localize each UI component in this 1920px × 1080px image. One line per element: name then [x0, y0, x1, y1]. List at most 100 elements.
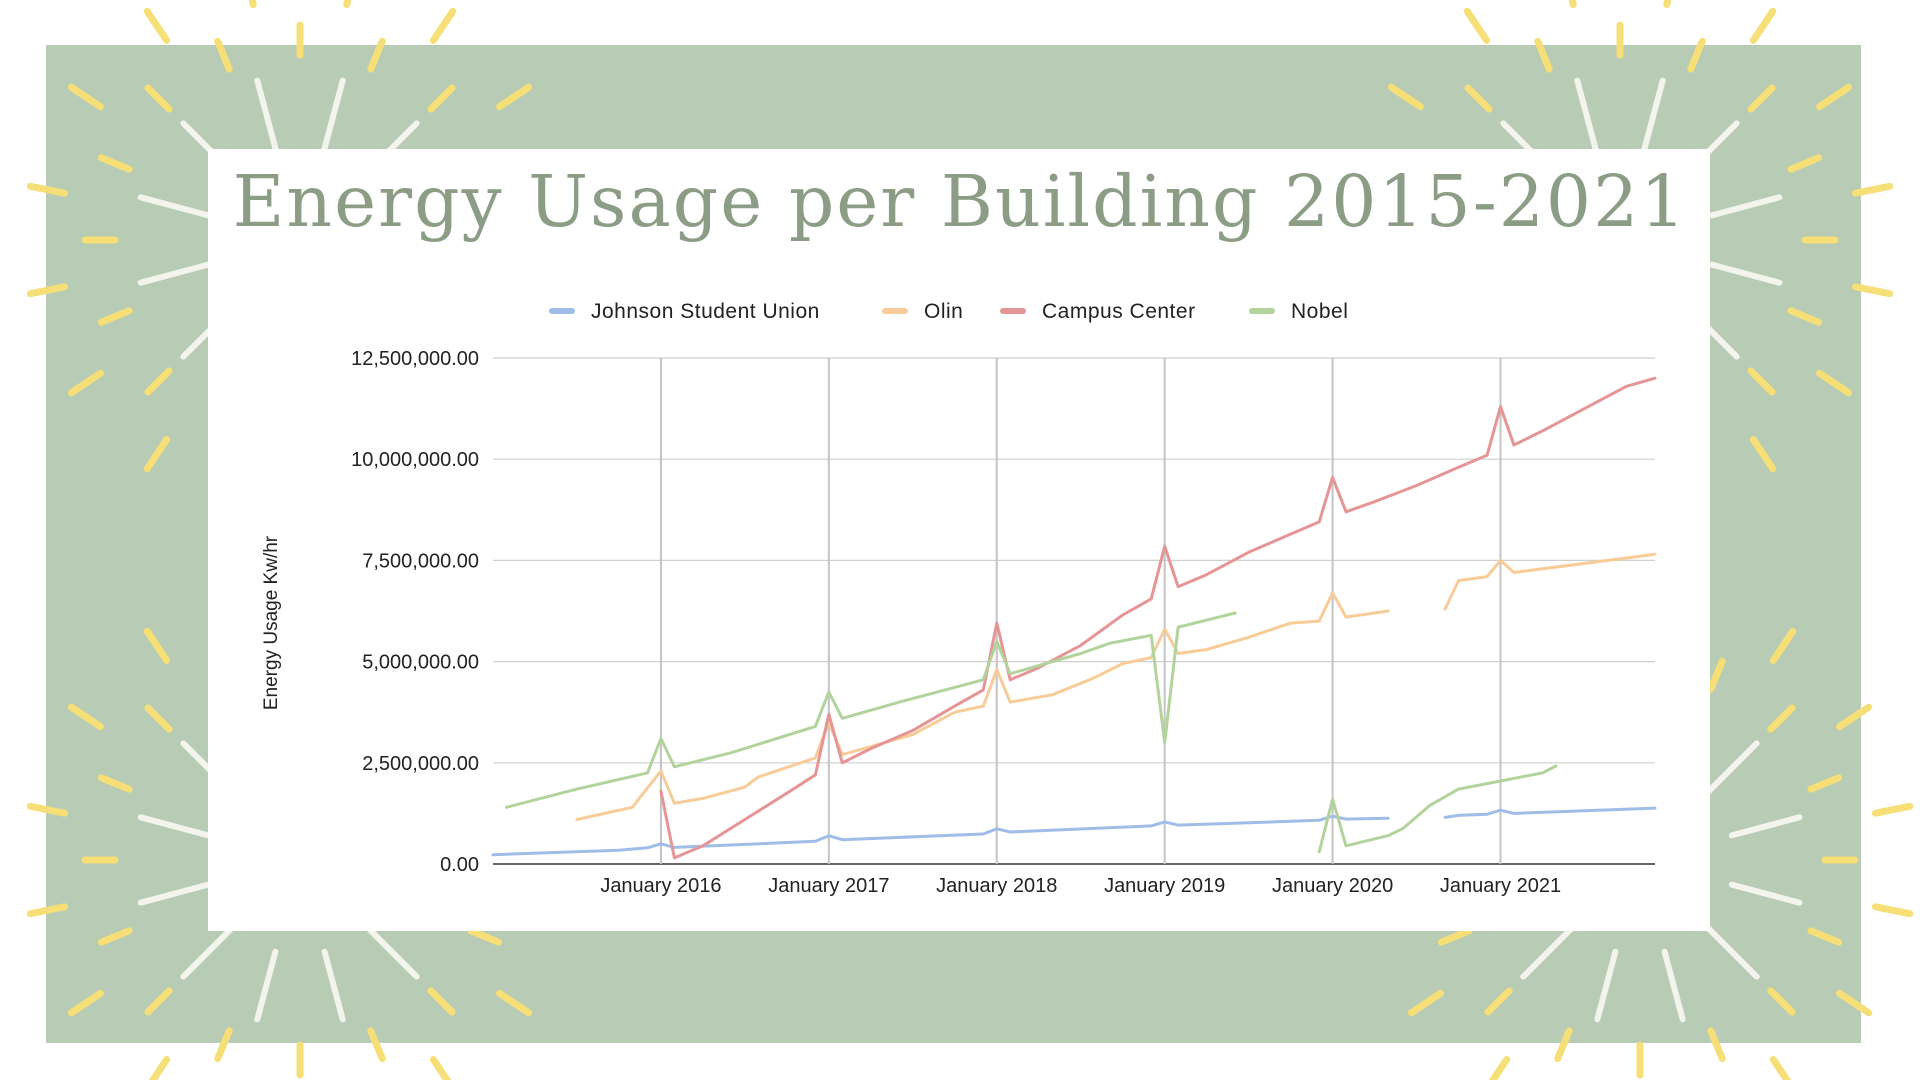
- decor-ray: [26, 283, 69, 298]
- decor-ray: [1534, 37, 1553, 73]
- decor-ray: [1836, 703, 1873, 731]
- decor-ray: [144, 987, 173, 1016]
- y-tick-label: 10,000,000.00: [351, 449, 479, 471]
- series-campus-center: [659, 376, 1657, 860]
- decor-ray: [144, 84, 173, 113]
- decor-ray: [427, 84, 456, 113]
- decor-ray: [1816, 369, 1853, 397]
- decor-ray: [1728, 814, 1803, 839]
- series-line: [1317, 764, 1558, 854]
- decor-ray: [144, 367, 173, 396]
- decor-ray: [1708, 194, 1783, 219]
- decor-ray: [137, 194, 212, 219]
- x-tick-label: January 2016: [600, 875, 721, 897]
- decor-ray: [1704, 740, 1760, 796]
- decor-ray: [1816, 83, 1853, 111]
- decor-ray: [467, 927, 503, 946]
- decor-ray: [143, 627, 171, 664]
- decor-ray: [1871, 802, 1914, 817]
- decor-ray: [1641, 77, 1666, 152]
- decor-ray: [1767, 987, 1796, 1016]
- decor-ray: [254, 77, 279, 152]
- chart-series: [491, 376, 1657, 860]
- decor-ray: [1851, 182, 1894, 197]
- y-tick-label: 7,500,000.00: [362, 550, 479, 572]
- decor-ray: [143, 7, 171, 44]
- decor-ray: [1749, 7, 1777, 44]
- legend-label: Johnson Student Union: [591, 300, 820, 323]
- decor-ray: [496, 989, 533, 1017]
- decor-ray: [321, 77, 346, 152]
- decor-ray: [1463, 7, 1491, 44]
- decor-ray: [137, 261, 212, 286]
- decor-ray: [1747, 367, 1776, 396]
- decor-ray: [1484, 987, 1513, 1016]
- x-tick-label: January 2017: [768, 875, 889, 897]
- decor-ray: [1871, 903, 1914, 918]
- series-line: [1443, 552, 1657, 611]
- x-tick-label: January 2018: [936, 875, 1057, 897]
- decor-ray: [1787, 307, 1823, 326]
- decor-ray: [1687, 37, 1706, 73]
- decor-ray: [214, 37, 233, 73]
- chart-legend: Johnson Student Union Olin Campus Center No…: [549, 300, 1348, 323]
- decor-ray: [1594, 948, 1619, 1023]
- decor-ray: [367, 37, 386, 73]
- y-tick-label: 5,000,000.00: [362, 652, 479, 674]
- series-olin: [575, 552, 1657, 821]
- series-line: [1443, 806, 1657, 819]
- decor-ray: [367, 1027, 386, 1063]
- legend-label: Campus Center: [1042, 300, 1196, 323]
- decor-ray: [1769, 627, 1797, 664]
- decor-ray: [67, 703, 104, 731]
- decor-ray: [1728, 881, 1803, 906]
- y-axis-label: Energy Usage Kw/hr: [261, 535, 282, 710]
- decor-ray: [1704, 924, 1760, 980]
- legend-item: Olin: [882, 300, 963, 323]
- decor-ray: [67, 369, 104, 397]
- decor-ray: [1787, 154, 1823, 173]
- legend-label: Olin: [924, 300, 963, 323]
- decor-ray: [137, 814, 212, 839]
- decor-ray: [26, 182, 69, 197]
- decor-ray: [1661, 948, 1686, 1023]
- decor-ray: [1574, 77, 1599, 152]
- decor-ray: [496, 83, 533, 111]
- decor-ray: [143, 436, 171, 473]
- series-nobel: [504, 611, 1558, 854]
- decor-ray: [97, 154, 133, 173]
- chart-axes: Energy Usage Kw/hr: [261, 535, 282, 710]
- decor-ray: [1554, 1027, 1573, 1063]
- decor-ray: [427, 987, 456, 1016]
- decor-ray: [144, 704, 173, 733]
- series-line: [504, 611, 1237, 809]
- decor-ray: [97, 927, 133, 946]
- decor-ray: [137, 881, 212, 906]
- chart-grid: 0.00 2,500,000.00 5,000,000.00 7,500,000.00…: [351, 348, 1655, 897]
- decor-ray: [429, 7, 457, 44]
- chart-card: [208, 149, 1710, 931]
- legend-label: Nobel: [1291, 300, 1348, 323]
- decor-ray: [1807, 774, 1843, 793]
- decor-ray: [1437, 927, 1473, 946]
- decor-ray: [1851, 283, 1894, 298]
- decor-ray: [67, 989, 104, 1017]
- legend-item: Nobel: [1249, 300, 1348, 323]
- decor-ray: [1464, 84, 1493, 113]
- x-tick-label: January 2021: [1440, 875, 1561, 897]
- x-tick-label: January 2019: [1104, 875, 1225, 897]
- decor-ray: [1836, 989, 1873, 1017]
- decor-ray: [429, 1056, 452, 1080]
- decor-ray: [180, 924, 236, 980]
- series-johnson-student-union: [491, 806, 1657, 857]
- decor-ray: [97, 774, 133, 793]
- decor-ray: [97, 307, 133, 326]
- decor-ray: [1767, 704, 1796, 733]
- series-line: [491, 814, 1390, 857]
- legend-item: Johnson Student Union: [549, 300, 820, 323]
- decor-ray: [1488, 1056, 1511, 1080]
- series-line: [659, 376, 1657, 860]
- decor-ray: [1708, 261, 1783, 286]
- decor-ray: [148, 1056, 171, 1080]
